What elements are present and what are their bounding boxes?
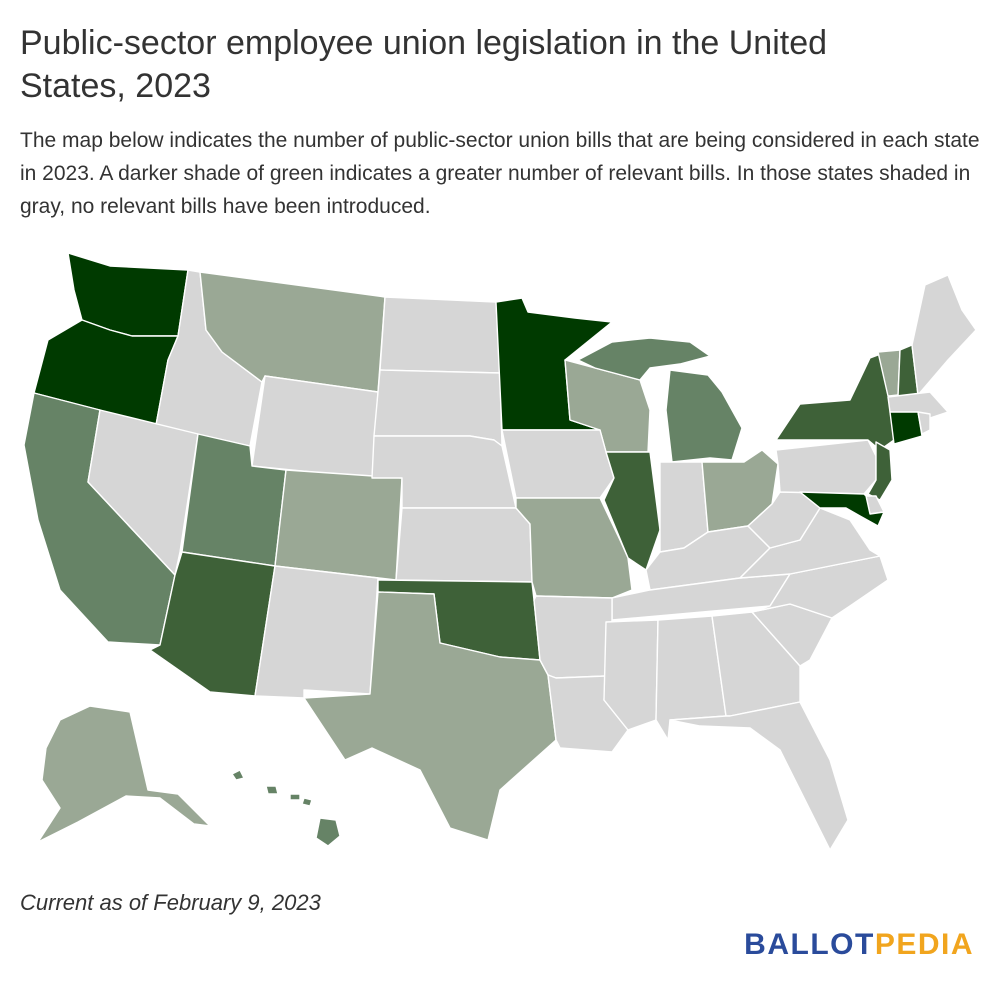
state-sd[interactable] <box>373 369 503 447</box>
state-tx[interactable] <box>303 591 557 841</box>
state-co[interactable] <box>274 469 403 581</box>
footnote: Current as of February 9, 2023 <box>20 890 321 915</box>
state-mi[interactable] <box>665 369 743 463</box>
state-md[interactable] <box>799 491 885 527</box>
map-title: Public-sector employee union legislation… <box>20 24 828 105</box>
state-ia[interactable] <box>501 429 615 499</box>
state-nm[interactable] <box>254 565 379 699</box>
state-ar[interactable] <box>533 595 613 679</box>
state-ri[interactable] <box>917 411 931 435</box>
state-mi-up[interactable] <box>577 337 711 381</box>
logo-part-pedia: PEDIA <box>874 928 974 961</box>
state-ct[interactable] <box>889 411 923 445</box>
state-ny[interactable] <box>775 351 895 451</box>
state-fl[interactable] <box>669 701 849 851</box>
state-il[interactable] <box>603 451 661 571</box>
state-ms[interactable] <box>603 619 659 731</box>
state-me[interactable] <box>911 274 977 396</box>
state-nd[interactable] <box>379 296 501 374</box>
state-ks[interactable] <box>395 507 533 583</box>
state-hi[interactable] <box>231 769 341 847</box>
state-nv[interactable] <box>87 409 199 576</box>
state-wy[interactable] <box>251 375 379 479</box>
us-state-map <box>23 252 977 851</box>
state-pa[interactable] <box>775 439 877 495</box>
state-ak[interactable] <box>37 705 211 843</box>
map-description: The map below indicates the number of pu… <box>20 129 980 218</box>
logo-part-ballot: BALLOT <box>744 928 875 961</box>
ballotpedia-logo[interactable]: BALLOTPEDIA <box>744 928 974 962</box>
